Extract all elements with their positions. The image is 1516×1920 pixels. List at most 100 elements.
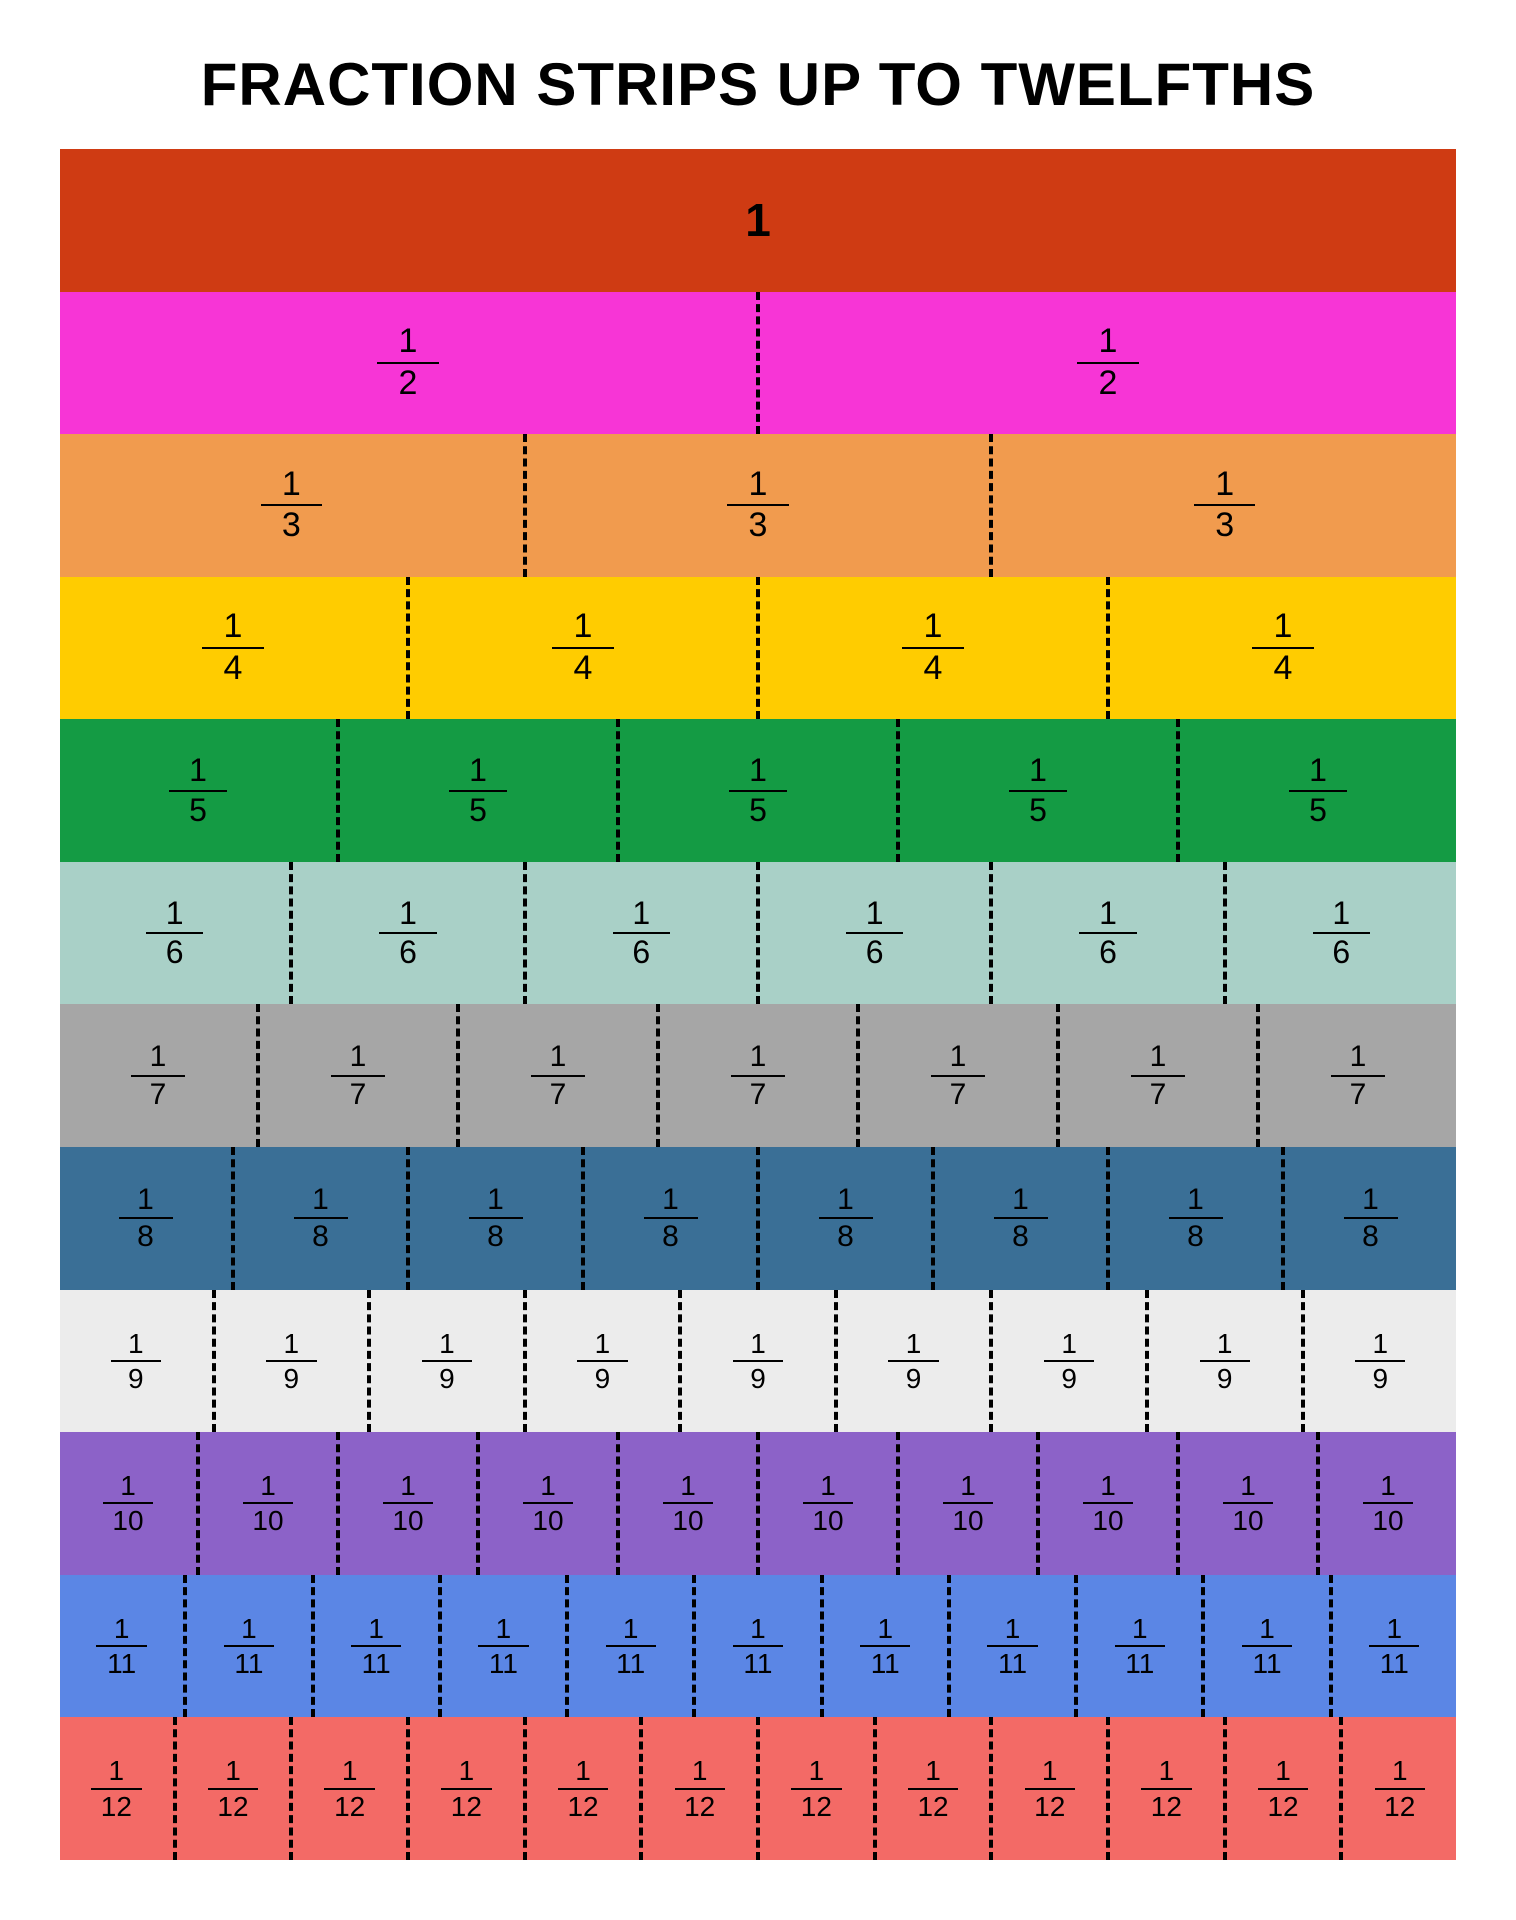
fraction-denominator: 8 xyxy=(137,1221,154,1253)
fraction-numerator: 1 xyxy=(750,1329,766,1358)
fraction-cell-1-10: 110 xyxy=(1036,1432,1176,1575)
fraction-label: 15 xyxy=(449,754,507,827)
fraction-label: 15 xyxy=(1289,754,1347,827)
fraction-label: 13 xyxy=(727,467,788,544)
fraction-bar xyxy=(908,1788,958,1790)
fraction-bar xyxy=(606,1645,656,1647)
fraction-numerator: 1 xyxy=(1392,1756,1408,1785)
fraction-bar xyxy=(733,1360,783,1362)
fraction-bar xyxy=(644,1217,698,1219)
fraction-numerator: 1 xyxy=(1100,1471,1116,1500)
fraction-cell-1-6: 16 xyxy=(989,862,1222,1005)
fraction-cell-1-7: 17 xyxy=(856,1004,1056,1147)
fraction-bar xyxy=(733,1645,783,1647)
fraction-cell-1-7: 17 xyxy=(1056,1004,1256,1147)
fraction-strips-container: 1121213131314141414151515151516161616161… xyxy=(60,149,1456,1860)
fraction-cell-1-6: 16 xyxy=(756,862,989,1005)
fraction-denominator: 7 xyxy=(1150,1079,1167,1111)
fraction-label: 112 xyxy=(558,1756,608,1821)
fraction-denominator: 12 xyxy=(1384,1792,1415,1821)
fraction-bar xyxy=(91,1788,141,1790)
fraction-denominator: 9 xyxy=(439,1364,455,1393)
fraction-label: 15 xyxy=(729,754,787,827)
fraction-numerator: 1 xyxy=(1132,1614,1148,1643)
fraction-numerator: 1 xyxy=(1350,1041,1367,1073)
fraction-strip-9: 191919191919191919 xyxy=(60,1290,1456,1433)
fraction-bar xyxy=(478,1645,528,1647)
fraction-numerator: 1 xyxy=(114,1614,130,1643)
fraction-cell-1-6: 16 xyxy=(1223,862,1456,1005)
fraction-bar xyxy=(803,1502,853,1504)
fraction-bar xyxy=(422,1360,472,1362)
fraction-numerator: 1 xyxy=(120,1471,136,1500)
fraction-bar xyxy=(1223,1502,1273,1504)
fraction-denominator: 10 xyxy=(1232,1506,1263,1535)
fraction-numerator: 1 xyxy=(906,1329,922,1358)
fraction-denominator: 7 xyxy=(1350,1079,1367,1111)
fraction-denominator: 12 xyxy=(1267,1792,1298,1821)
fraction-cell-1-12: 112 xyxy=(406,1717,523,1860)
fraction-label: 112 xyxy=(791,1756,841,1821)
fraction-cell-1-12: 112 xyxy=(1223,1717,1340,1860)
fraction-bar xyxy=(131,1075,185,1077)
fraction-denominator: 11 xyxy=(871,1649,900,1678)
fraction-strip-12: 112112112112112112112112112112112112 xyxy=(60,1717,1456,1860)
fraction-cell-1-12: 112 xyxy=(289,1717,406,1860)
fraction-label: 111 xyxy=(733,1614,783,1679)
fraction-denominator: 5 xyxy=(749,794,767,828)
fraction-label: 17 xyxy=(1331,1041,1385,1110)
fraction-numerator: 1 xyxy=(1240,1471,1256,1500)
fraction-cell-1-11: 111 xyxy=(1201,1575,1328,1718)
fraction-numerator: 1 xyxy=(574,609,593,645)
fraction-denominator: 9 xyxy=(1372,1364,1388,1393)
fraction-bar xyxy=(987,1645,1037,1647)
fraction-label: 17 xyxy=(731,1041,785,1110)
fraction-numerator: 1 xyxy=(282,467,301,503)
fraction-denominator: 7 xyxy=(150,1079,167,1111)
fraction-label: 111 xyxy=(1115,1614,1165,1679)
fraction-bar xyxy=(243,1502,293,1504)
fraction-label: 110 xyxy=(943,1471,993,1536)
fraction-numerator: 1 xyxy=(820,1471,836,1500)
fraction-numerator: 1 xyxy=(487,1184,504,1216)
fraction-label: 111 xyxy=(860,1614,910,1679)
fraction-bar xyxy=(888,1360,938,1362)
fraction-denominator: 12 xyxy=(1151,1792,1182,1821)
fraction-denominator: 10 xyxy=(1092,1506,1123,1535)
fraction-strip-7: 17171717171717 xyxy=(60,1004,1456,1147)
fraction-label: 15 xyxy=(1009,754,1067,827)
fraction-numerator: 1 xyxy=(225,1756,241,1785)
fraction-denominator: 4 xyxy=(574,651,593,687)
fraction-cell-1-10: 110 xyxy=(616,1432,756,1575)
fraction-bar xyxy=(351,1645,401,1647)
fraction-numerator: 1 xyxy=(680,1471,696,1500)
fraction-denominator: 10 xyxy=(1372,1506,1403,1535)
fraction-strip-3: 131313 xyxy=(60,434,1456,577)
fraction-numerator: 1 xyxy=(1274,609,1293,645)
fraction-strip-1: 1 xyxy=(60,149,1456,292)
fraction-cell-1-1: 1 xyxy=(60,149,1456,292)
fraction-cell-1-3: 13 xyxy=(523,434,990,577)
fraction-label: 111 xyxy=(606,1614,656,1679)
fraction-label: 17 xyxy=(931,1041,985,1110)
fraction-numerator: 1 xyxy=(575,1756,591,1785)
fraction-cell-1-11: 111 xyxy=(565,1575,692,1718)
fraction-strip-11: 111111111111111111111111111111111 xyxy=(60,1575,1456,1718)
fraction-denominator: 8 xyxy=(487,1221,504,1253)
fraction-cell-1-12: 112 xyxy=(989,1717,1106,1860)
fraction-bar xyxy=(1363,1502,1413,1504)
fraction-denominator: 7 xyxy=(350,1079,367,1111)
fraction-denominator: 7 xyxy=(550,1079,567,1111)
fraction-label: 18 xyxy=(1169,1184,1223,1253)
fraction-numerator: 1 xyxy=(837,1184,854,1216)
fraction-label: 18 xyxy=(819,1184,873,1253)
fraction-denominator: 5 xyxy=(1029,794,1047,828)
fraction-bar xyxy=(1044,1360,1094,1362)
fraction-denominator: 6 xyxy=(632,936,650,970)
fraction-bar xyxy=(208,1788,258,1790)
fraction-denominator: 5 xyxy=(1309,794,1327,828)
fraction-label: 16 xyxy=(613,897,671,970)
fraction-label: 12 xyxy=(1077,324,1138,401)
fraction-label: 112 xyxy=(91,1756,141,1821)
fraction-cell-1-5: 15 xyxy=(896,719,1176,862)
